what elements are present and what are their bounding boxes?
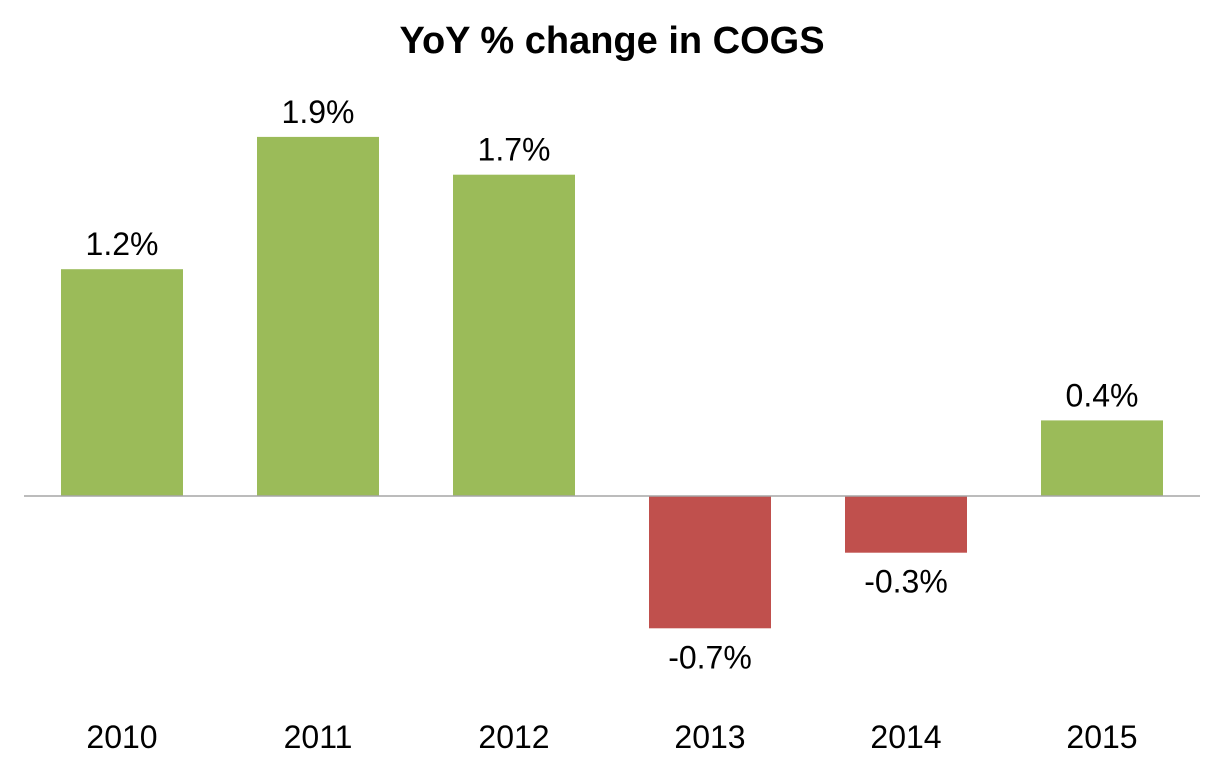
- chart-title: YoY % change in COGS: [399, 20, 825, 62]
- bar-2015: [1041, 420, 1163, 496]
- data-label-2013: -0.7%: [668, 639, 752, 675]
- x-tick-label-2015: 2015: [1066, 719, 1137, 755]
- data-label-2014: -0.3%: [864, 564, 948, 600]
- x-tick-label-2010: 2010: [86, 719, 157, 755]
- bar-2011: [257, 136, 379, 496]
- x-tick-label-2012: 2012: [478, 719, 549, 755]
- bar-2012: [453, 174, 575, 496]
- data-label-2011: 1.9%: [282, 94, 355, 130]
- bar-2010: [61, 269, 183, 496]
- data-label-2010: 1.2%: [86, 226, 159, 262]
- data-label-2012: 1.7%: [478, 132, 551, 168]
- bar-2014: [845, 496, 967, 553]
- bar-2013: [649, 496, 771, 629]
- x-tick-label-2011: 2011: [284, 719, 353, 755]
- data-label-2015: 0.4%: [1066, 377, 1139, 413]
- x-tick-label-2013: 2013: [674, 719, 745, 755]
- x-tick-label-2014: 2014: [870, 719, 941, 755]
